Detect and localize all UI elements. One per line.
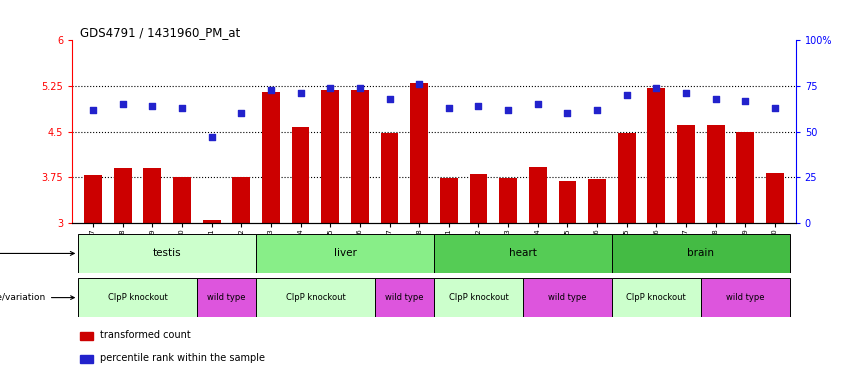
- Bar: [440, 178, 458, 223]
- Text: genotype/variation: genotype/variation: [0, 293, 74, 302]
- Bar: [203, 220, 220, 223]
- Bar: [706, 126, 724, 223]
- Point: [116, 101, 129, 107]
- Bar: [612, 234, 790, 273]
- Text: tissue: tissue: [0, 248, 74, 258]
- Point: [591, 107, 604, 113]
- Point: [146, 103, 159, 109]
- Bar: [232, 177, 250, 223]
- Text: testis: testis: [153, 248, 181, 258]
- Text: wild type: wild type: [386, 293, 424, 302]
- Text: heart: heart: [509, 248, 537, 258]
- Text: liver: liver: [334, 248, 357, 258]
- Bar: [84, 175, 102, 223]
- Point: [353, 85, 367, 91]
- Bar: [677, 126, 695, 223]
- Point: [561, 110, 574, 116]
- Text: percentile rank within the sample: percentile rank within the sample: [100, 353, 265, 363]
- Bar: [262, 92, 280, 223]
- Text: GDS4791 / 1431960_PM_at: GDS4791 / 1431960_PM_at: [80, 26, 240, 39]
- Bar: [78, 234, 256, 273]
- Bar: [173, 177, 191, 223]
- Point: [709, 96, 722, 102]
- Point: [649, 85, 663, 91]
- Point: [294, 90, 307, 96]
- Text: wild type: wild type: [548, 293, 586, 302]
- Bar: [410, 83, 428, 223]
- Text: ClpP knockout: ClpP knockout: [108, 293, 168, 302]
- Bar: [588, 179, 606, 223]
- Bar: [648, 88, 665, 223]
- Bar: [80, 355, 93, 363]
- Bar: [114, 168, 132, 223]
- Text: ClpP knockout: ClpP knockout: [448, 293, 508, 302]
- Bar: [144, 168, 162, 223]
- Text: wild type: wild type: [208, 293, 246, 302]
- Text: brain: brain: [688, 248, 714, 258]
- Bar: [292, 127, 310, 223]
- Bar: [78, 278, 197, 317]
- Bar: [766, 173, 784, 223]
- Bar: [558, 181, 576, 223]
- Point: [205, 134, 219, 140]
- Bar: [523, 278, 612, 317]
- Bar: [470, 174, 488, 223]
- Text: ClpP knockout: ClpP knockout: [626, 293, 686, 302]
- Point: [264, 86, 277, 93]
- Bar: [197, 278, 256, 317]
- Point: [442, 105, 455, 111]
- Bar: [500, 178, 517, 223]
- Bar: [434, 278, 523, 317]
- Text: ClpP knockout: ClpP knockout: [286, 293, 346, 302]
- Bar: [434, 234, 612, 273]
- Bar: [612, 278, 701, 317]
- Bar: [380, 133, 398, 223]
- Bar: [618, 133, 636, 223]
- Point: [235, 110, 248, 116]
- Point: [620, 92, 633, 98]
- Bar: [351, 90, 368, 223]
- Bar: [736, 132, 754, 223]
- Bar: [322, 90, 340, 223]
- Point: [383, 96, 397, 102]
- Point: [413, 81, 426, 87]
- Point: [501, 107, 515, 113]
- Point: [323, 85, 337, 91]
- Bar: [256, 278, 374, 317]
- Point: [471, 103, 485, 109]
- Point: [175, 105, 189, 111]
- Text: wild type: wild type: [726, 293, 764, 302]
- Bar: [701, 278, 790, 317]
- Text: transformed count: transformed count: [100, 330, 191, 340]
- Point: [768, 105, 782, 111]
- Point: [739, 98, 752, 104]
- Point: [86, 107, 100, 113]
- Bar: [528, 167, 546, 223]
- Point: [531, 101, 545, 107]
- Bar: [256, 234, 434, 273]
- Point: [679, 90, 693, 96]
- Bar: [374, 278, 434, 317]
- Bar: [80, 332, 93, 340]
